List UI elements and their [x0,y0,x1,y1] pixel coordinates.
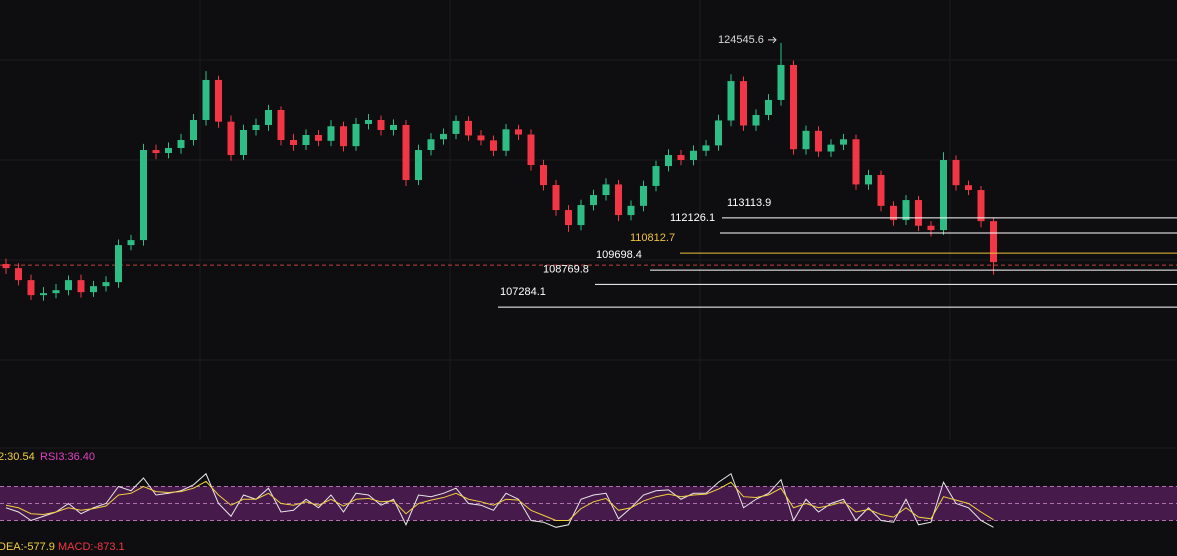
candle-body [852,139,860,185]
candle-body [990,221,997,263]
candle-body [690,150,697,161]
candle-body [502,129,510,151]
candle-body [15,268,22,281]
candle-body [215,79,222,122]
candle-body [777,64,785,100]
candle-body [102,282,110,287]
background-grid [0,0,1177,449]
candle-body [727,81,735,121]
candle-body [152,150,160,154]
candle-body [665,155,672,167]
candle-body [815,130,822,152]
candle-body [640,185,647,206]
candle-body [840,139,847,145]
price-line-label: 108769.8 [543,263,589,275]
price-line-label: 110812.7 [630,232,675,244]
candle-body [890,205,897,221]
candle-body [677,155,685,161]
candle-body [627,205,635,216]
indicator-legend: RSI3:36.40 [40,451,95,463]
candle-body [240,129,247,156]
candle-body [377,119,385,130]
price-line-label: 113113.9 [727,197,771,209]
candle-body [827,144,835,152]
candle-body [202,79,210,120]
candle-body [527,134,535,166]
candle-body [327,126,335,141]
candle-body [252,124,260,130]
candle-body [752,114,760,126]
candle-body [340,126,347,147]
candle-body [302,134,310,146]
candle-body [615,184,622,216]
candle-body [440,133,447,140]
candle-body [115,245,122,283]
candle-body [965,185,972,191]
candle-body [915,200,922,226]
candle-body [590,195,597,206]
indicator-footer: MACD:-873.1 [58,541,125,553]
candle-body [902,200,910,221]
candle-body [352,123,360,147]
candle-body [740,81,747,126]
candle-body [565,210,572,226]
peak-arrow [768,36,777,44]
candle-body [940,160,947,231]
candle-body [927,225,935,231]
candle-body [540,165,547,186]
candle-body [490,140,497,151]
price-line-label: 107284.1 [500,286,546,298]
candle-body [702,145,710,151]
candle-body [715,120,722,146]
candle-body [177,140,185,149]
candle-body [427,139,435,151]
candle-body [365,119,372,124]
candle-body [515,129,522,135]
candle-body [977,190,985,222]
candle-body [265,109,272,125]
indicator-legend: 2:30.54 [0,451,35,463]
candle-body [315,134,322,141]
price-line-label: 112126.1 [670,212,715,224]
candle-body [952,160,960,186]
candle-body [602,184,610,196]
candle-body [390,124,397,130]
candle-body [127,240,135,246]
candle-body [227,121,235,156]
candle-body [40,293,47,296]
candle-body [652,166,660,186]
candle-body [802,130,810,150]
indicator-footer: DEA:-577.9 [0,541,55,553]
candle-body [52,290,60,294]
candle-body [790,64,797,150]
candle-body [65,280,72,291]
candle-body [90,286,97,293]
candle-body [415,150,422,181]
candle-body [165,148,172,154]
candle-body [190,119,197,141]
peak-label: 124545.6 [718,34,764,46]
candle-body [552,185,560,211]
candle-body [77,280,85,293]
candle-body [402,124,410,181]
candle-body [140,150,147,241]
candle-body [865,175,872,185]
candle-body [290,140,297,146]
candle-body [765,99,772,115]
candle-body [577,205,585,226]
rsi-line [5,480,994,521]
candle-body [477,135,485,141]
candle-body [452,120,460,134]
candle-body [27,280,35,296]
candle-body [465,120,472,136]
candle-body [2,264,10,269]
candle-body [277,109,285,141]
candle-body [877,175,885,206]
price-line-label: 109698.4 [596,249,642,261]
